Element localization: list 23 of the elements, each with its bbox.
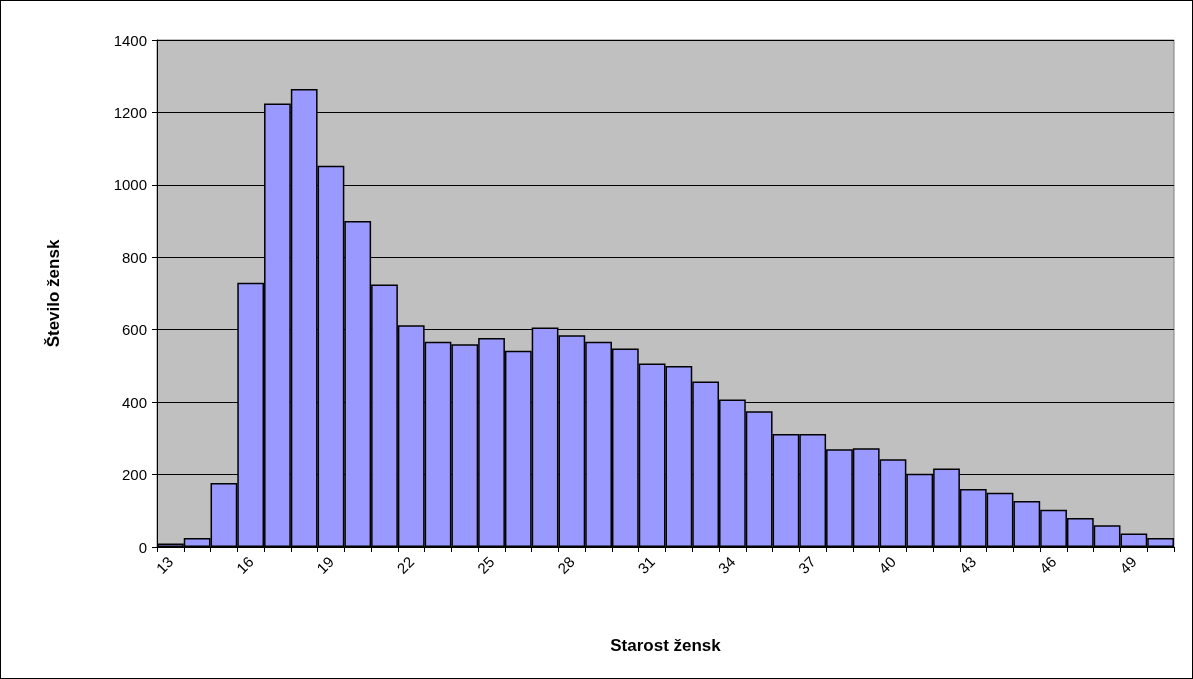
x-tick-label: 31 [634, 552, 659, 577]
y-tick-label: 1000 [113, 176, 147, 194]
x-tick-label: 46 [1035, 552, 1060, 577]
x-tick-label: 37 [794, 552, 819, 577]
x-tick-label: 49 [1116, 552, 1140, 577]
x-tick-label: 25 [473, 552, 498, 577]
x-axis-title: Starost žensk [610, 636, 722, 655]
y-tick-label: 1400 [113, 31, 147, 49]
y-tick-label: 600 [121, 321, 147, 339]
y-tick-label: 0 [138, 538, 147, 556]
x-tick-label: 43 [955, 552, 980, 577]
x-tick-label: 40 [875, 552, 899, 577]
y-tick-label: 200 [121, 466, 147, 484]
x-tick-label: 28 [554, 552, 578, 577]
y-axis-title: Število žensk [44, 239, 63, 348]
x-tick-label: 19 [313, 552, 337, 577]
x-tick-label: 13 [152, 552, 177, 577]
x-tick-label: 22 [393, 552, 418, 577]
y-tick-label: 800 [121, 248, 147, 266]
y-tick-label: 400 [121, 393, 147, 411]
x-tick-label: 34 [714, 552, 739, 577]
y-tick-label: 1200 [113, 103, 147, 121]
x-tick-label: 16 [232, 552, 257, 577]
